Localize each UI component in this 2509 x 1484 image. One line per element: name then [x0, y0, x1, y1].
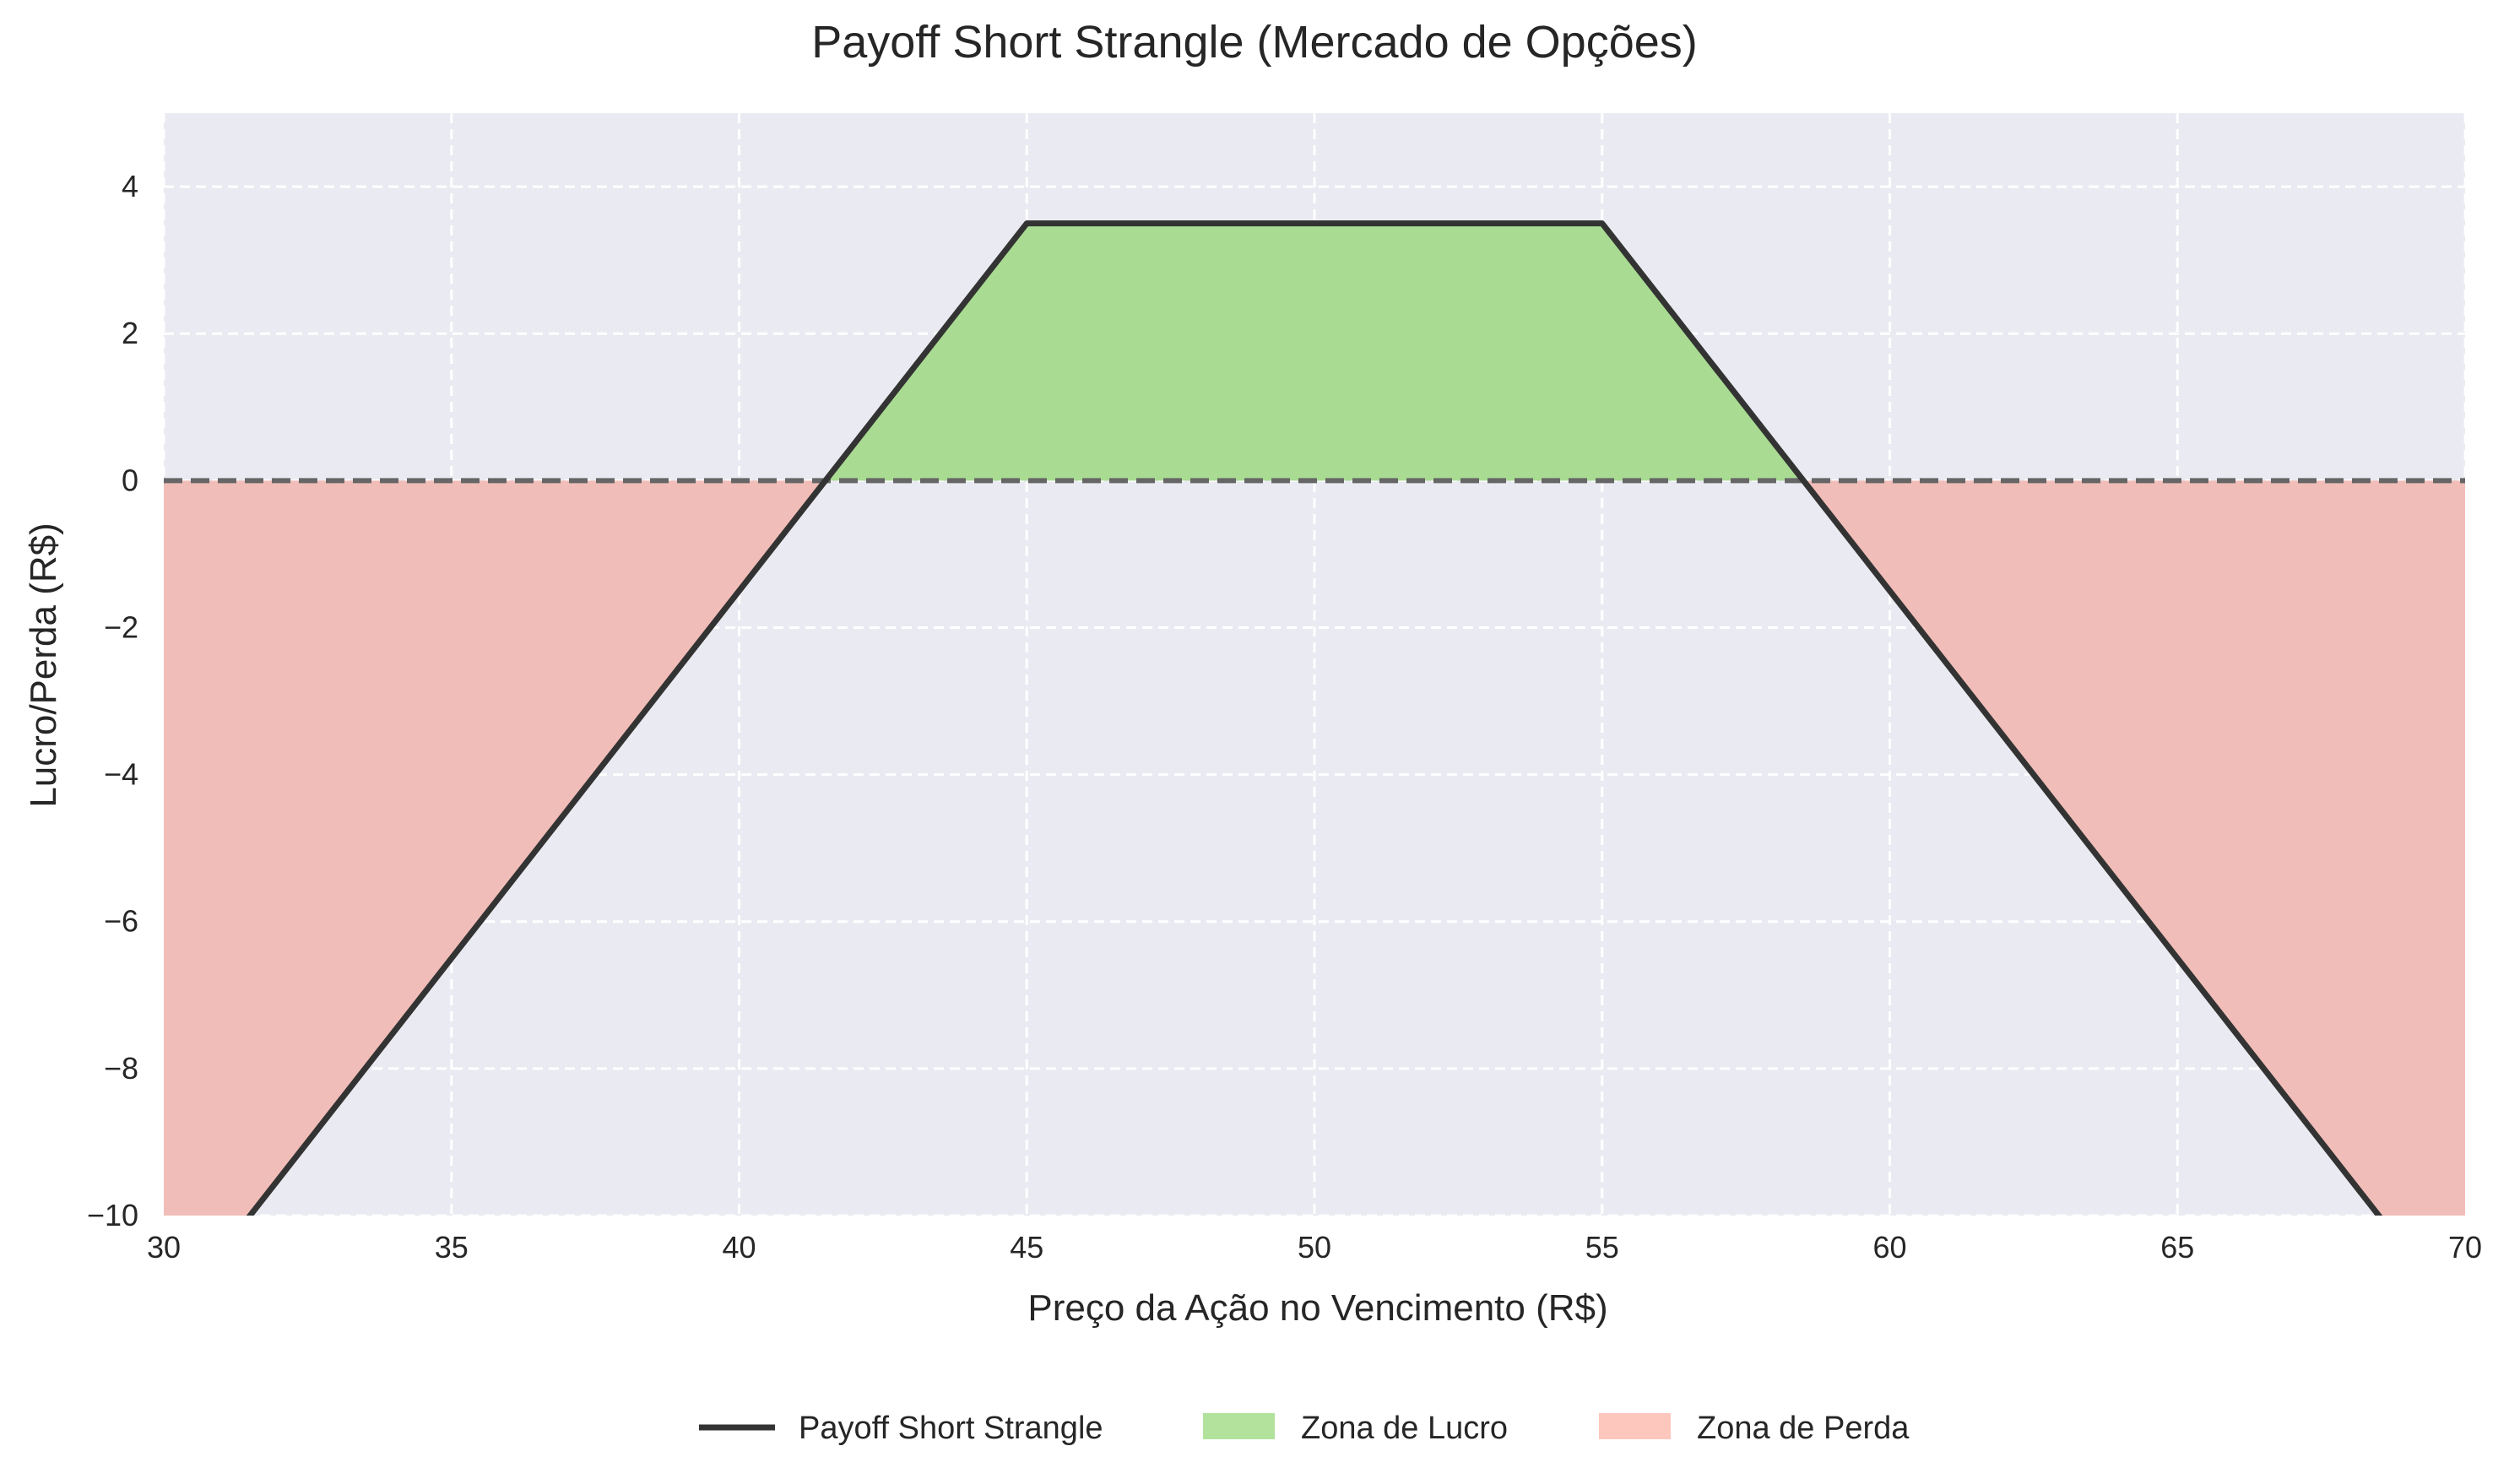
legend-label-payoff: Payoff Short Strangle	[799, 1411, 1103, 1446]
chart-title: Payoff Short Strangle (Mercado de Opções…	[811, 17, 1698, 68]
y-axis-title: Lucro/Perda (R$)	[23, 523, 64, 807]
y-tick-label: 0	[122, 463, 138, 497]
y-tick-label: −10	[87, 1198, 138, 1232]
x-tick-label: 50	[1298, 1230, 1331, 1265]
y-tick-label: −8	[104, 1051, 138, 1086]
y-tick-label: 2	[122, 316, 138, 350]
x-axis-title: Preço da Ação no Vencimento (R$)	[1027, 1287, 1607, 1329]
legend-label-loss: Zona de Perda	[1697, 1411, 1910, 1446]
legend-label-profit: Zona de Lucro	[1301, 1411, 1508, 1446]
x-tick-label: 60	[1872, 1230, 1906, 1265]
legend-loss-swatch	[1599, 1413, 1671, 1439]
series-line-payoff	[246, 220, 2383, 1216]
zone-lucro-fill	[164, 223, 2465, 481]
x-tick-label: 40	[722, 1230, 756, 1265]
fill-zones	[164, 223, 2465, 1216]
y-tick-label: −2	[104, 609, 138, 644]
x-tick-label: 70	[2448, 1230, 2482, 1265]
y-tick-label: −4	[104, 757, 138, 792]
x-tick-label: 35	[435, 1230, 469, 1265]
series-lines	[164, 220, 2465, 1216]
legend-profit-swatch	[1203, 1413, 1275, 1439]
y-tick-label: 4	[122, 169, 138, 203]
y-tick-label: −6	[104, 904, 138, 939]
zone-perda-fill	[164, 480, 2465, 1216]
tick-labels: 30 35 40 45 50 55 60 65 70 −10 −8 −6 −4 −2 0 2 4	[87, 169, 2482, 1265]
x-tick-label: 30	[147, 1230, 181, 1265]
x-tick-label: 45	[1010, 1230, 1043, 1265]
legend: Payoff Short Strangle Zona de Lucro Zona…	[699, 1411, 1910, 1446]
x-tick-label: 65	[2160, 1230, 2194, 1265]
x-tick-label: 55	[1585, 1230, 1619, 1265]
